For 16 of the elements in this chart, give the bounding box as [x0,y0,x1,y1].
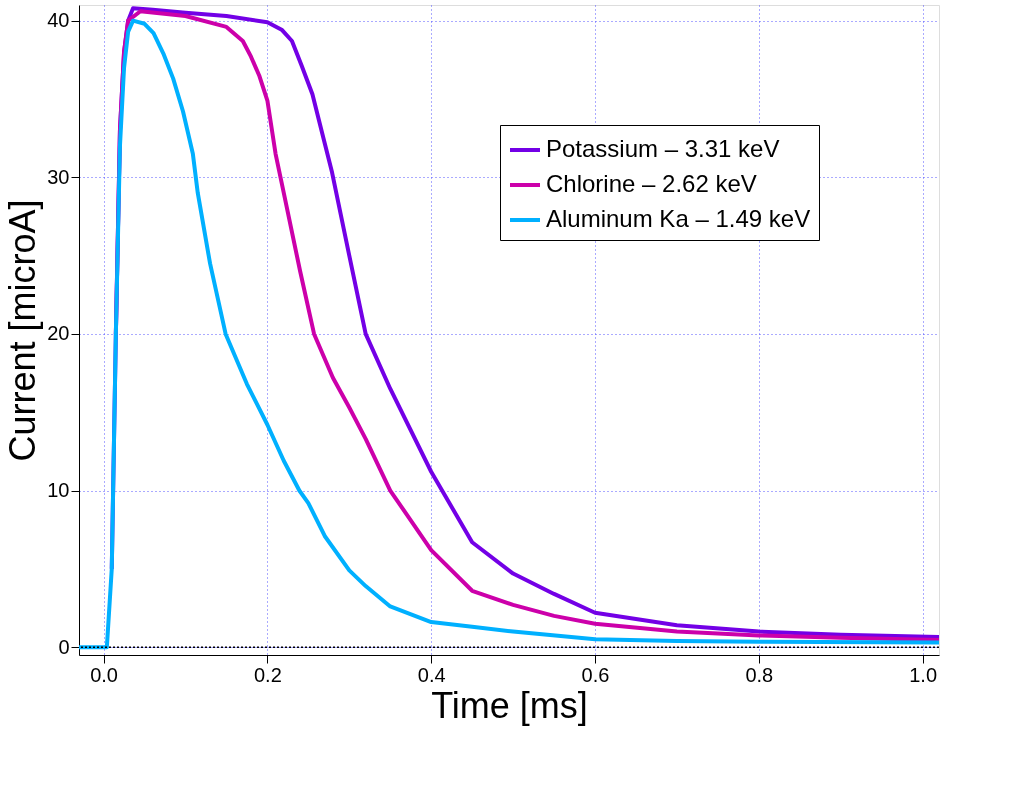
x-tick-label: 0.2 [253,663,282,686]
x-tick-label: 0.6 [581,663,610,686]
legend-label: Potassium – 3.31 keV [546,135,780,162]
y-axis-title: Current [microA] [2,199,44,462]
x-tick-label: 0.4 [417,663,446,686]
y-tick-label: 0 [58,635,70,658]
legend-label: Aluminum Ka – 1.49 keV [546,205,811,232]
x-axis-title: Time [ms] [431,684,588,726]
x-tick-label: 0.0 [90,663,118,686]
y-tick-label: 40 [47,9,70,32]
y-tick-label: 10 [47,479,70,502]
x-tick-label: 0.8 [745,663,774,686]
y-tick-label: 30 [47,165,70,188]
x-tick-label: 1.0 [909,663,938,686]
legend-label: Chlorine – 2.62 keV [546,170,757,197]
y-tick-label: 20 [47,322,70,345]
